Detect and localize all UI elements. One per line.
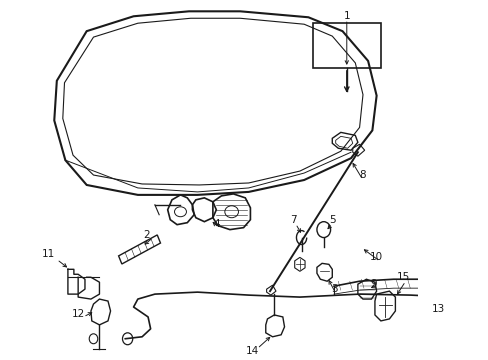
Text: 8: 8	[359, 170, 366, 180]
Text: 3: 3	[330, 284, 337, 294]
Text: 12: 12	[71, 309, 84, 319]
Text: 15: 15	[396, 272, 410, 282]
Text: 9: 9	[369, 279, 376, 289]
Text: 14: 14	[245, 346, 258, 356]
Text: 5: 5	[328, 215, 335, 225]
Text: 2: 2	[143, 230, 149, 239]
Text: 1: 1	[343, 11, 349, 21]
Text: 7: 7	[289, 215, 296, 225]
Text: 10: 10	[369, 252, 383, 262]
Text: 6: 6	[487, 259, 488, 269]
Text: 13: 13	[430, 304, 444, 314]
Text: 11: 11	[41, 249, 55, 260]
Text: 4: 4	[213, 219, 219, 229]
